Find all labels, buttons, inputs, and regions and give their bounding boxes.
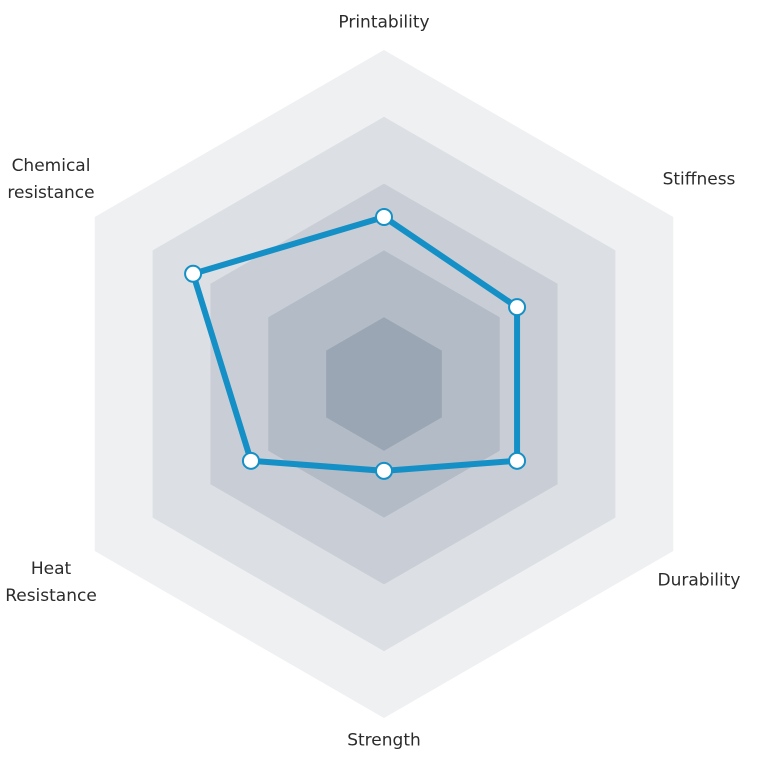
axis-label-line: Heat [30, 559, 72, 579]
radar-grid [94, 50, 674, 718]
axis-label-chemical-resistance: Chemical resistance [7, 153, 94, 207]
axis-label-strength: Strength [347, 728, 421, 755]
axis-label-line: Printability [338, 12, 430, 33]
radar-markers [184, 208, 527, 480]
axis-label-printability: Printability [338, 10, 429, 37]
axis-label-line: Chemical [11, 156, 91, 176]
axis-label-line: Strength [347, 730, 421, 751]
axis-label-line: Stiffness [662, 169, 736, 190]
axis-label-heat-resistance: Heat Resistance [5, 556, 97, 610]
axis-label-durability: Durability [658, 568, 741, 595]
data-point-heat-resistance [241, 451, 260, 470]
axis-label-stiffness: Stiffness [663, 167, 736, 194]
axis-label-line: Durability [657, 570, 741, 591]
data-point-strength [375, 461, 393, 480]
data-point-chemical-resistance [184, 264, 203, 283]
axis-label-line: Resistance [5, 586, 97, 606]
grid-ring-1 [326, 317, 442, 451]
data-point-durability [508, 451, 527, 470]
data-point-stiffness [508, 298, 527, 317]
data-point-printability [375, 208, 393, 226]
axis-label-line: resistance [7, 183, 95, 203]
